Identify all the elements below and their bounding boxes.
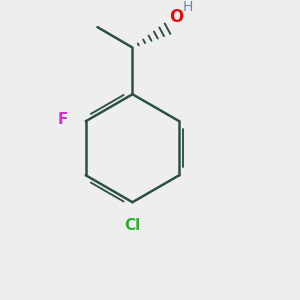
Text: O: O (169, 8, 183, 26)
Text: H: H (183, 0, 193, 14)
Text: F: F (58, 112, 68, 127)
Text: Cl: Cl (124, 218, 141, 233)
